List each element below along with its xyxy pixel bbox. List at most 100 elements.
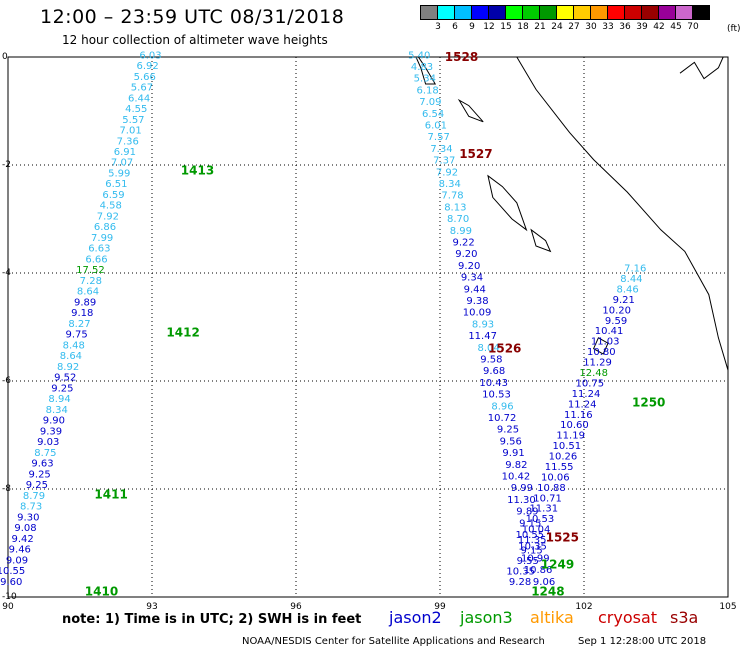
legend-label: 21 xyxy=(534,22,546,32)
wave-height-value: 10.51 xyxy=(552,441,581,452)
wave-height-value: 8.04 xyxy=(477,343,499,354)
pass-time-label: 1250 xyxy=(632,396,665,410)
wave-height-value: 7.28 xyxy=(80,276,102,287)
wave-height-value: 5.40 xyxy=(408,50,430,61)
wave-height-value: 6.86 xyxy=(94,222,116,233)
legend-label: 30 xyxy=(585,22,597,32)
note-text: note: 1) Time is in UTC; 2) SWH is in fe… xyxy=(62,612,362,627)
wave-height-value: 8.64 xyxy=(77,287,99,298)
wave-height-value: 6.66 xyxy=(85,254,107,265)
wave-height-value: 6.01 xyxy=(425,121,447,132)
wave-height-value: 9.22 xyxy=(453,238,475,249)
wave-height-value: 8.34 xyxy=(439,179,461,190)
wave-height-value: 9.75 xyxy=(65,330,87,341)
legend-label: 33 xyxy=(602,22,614,32)
y-tick-label: 0 xyxy=(2,52,8,62)
wave-height-value: 8.75 xyxy=(34,448,56,459)
wave-height-value: 7.57 xyxy=(428,132,450,143)
wave-height-value: 8.94 xyxy=(48,394,70,405)
legend-label: 27 xyxy=(568,22,580,32)
pass-time-label: 1413 xyxy=(181,163,214,177)
wave-height-value: 11.35 xyxy=(518,535,547,546)
wave-height-value: 8.13 xyxy=(444,202,466,213)
wave-height-value: 9.46 xyxy=(9,545,31,556)
pass-time-label: 1411 xyxy=(94,487,127,501)
wave-height-value: 10.53 xyxy=(482,390,511,401)
wave-height-value: 10.41 xyxy=(595,326,624,337)
footer-timestamp: Sep 1 12:28:00 UTC 2018 xyxy=(578,636,707,647)
wave-height-value: 11.29 xyxy=(583,358,612,369)
wave-height-value: 6.03 xyxy=(139,50,161,61)
pass-time-label: 1525 xyxy=(546,531,579,545)
wave-height-value: 9.89 xyxy=(74,297,96,308)
wave-height-value: 8.92 xyxy=(57,362,79,373)
wave-height-value: 10.55 xyxy=(515,530,544,541)
wave-height-value: 7.36 xyxy=(117,136,139,147)
wave-height-value: 7.09 xyxy=(419,97,441,108)
wave-height-value: 9.15 xyxy=(519,518,541,529)
enggano-island xyxy=(592,337,609,355)
wave-height-value: 10.09 xyxy=(463,308,492,319)
y-tick-label: -4 xyxy=(2,268,11,278)
wave-height-value: 10.80 xyxy=(587,347,616,358)
wave-height-value: 9.38 xyxy=(466,296,488,307)
wave-height-value: 9.20 xyxy=(455,249,477,260)
wave-height-value: 9.55 xyxy=(517,556,539,567)
wave-height-value: 6.18 xyxy=(416,85,438,96)
legend-label: 39 xyxy=(636,22,648,32)
x-tick-label: 90 xyxy=(2,602,14,612)
wave-height-value: 9.03 xyxy=(37,437,59,448)
wave-height-value: 6.91 xyxy=(114,147,136,158)
map-grid xyxy=(8,57,728,597)
wave-height-value: 9.58 xyxy=(480,355,502,366)
wave-height-value: 6.59 xyxy=(102,190,124,201)
wave-height-value: 9.34 xyxy=(461,273,483,284)
wave-height-value: 6.44 xyxy=(128,93,150,104)
y-tick-label: -10 xyxy=(2,592,17,602)
wave-height-value: 17.52 xyxy=(76,265,105,276)
wave-height-value: 8.99 xyxy=(450,226,472,237)
wave-height-value: 4.58 xyxy=(100,201,122,212)
legend-swatch xyxy=(692,5,710,20)
wave-height-value: 9.68 xyxy=(483,366,505,377)
siberut-island xyxy=(415,56,437,85)
wave-height-value: 8.79 xyxy=(23,491,45,502)
page-title: 12:00 – 23:59 UTC 08/31/2018 xyxy=(40,6,345,28)
wave-height-value: 10.75 xyxy=(576,378,605,389)
wave-height-value: 9.25 xyxy=(51,383,73,394)
wave-height-value: 5.34 xyxy=(414,74,436,85)
pass-time-label: 1248 xyxy=(531,585,564,599)
x-tick-label: 93 xyxy=(146,602,158,612)
pass-time-label: 1412 xyxy=(166,325,199,339)
wave-height-value: 11.16 xyxy=(564,410,593,421)
wave-height-value: 10.35 xyxy=(518,542,547,553)
wave-height-value: 10.53 xyxy=(526,514,555,525)
wave-height-value: 9.42 xyxy=(11,534,33,545)
wave-height-value: 8.64 xyxy=(60,351,82,362)
pass-time-label: 1410 xyxy=(85,585,118,599)
page-subtitle: 12 hour collection of altimeter wave hei… xyxy=(62,33,328,47)
wave-height-value: 10.26 xyxy=(549,452,578,463)
y-tick-label: -6 xyxy=(2,376,11,386)
wave-height-value: 9.30 xyxy=(17,512,39,523)
wave-height-value: 11.03 xyxy=(591,337,620,348)
legend-label: 12 xyxy=(483,22,495,32)
wave-height-value: 9.91 xyxy=(502,448,524,459)
wave-height-value: 10.35 xyxy=(506,566,535,577)
wave-height-value: 11.47 xyxy=(468,331,497,342)
legend-label: 3 xyxy=(435,22,441,32)
legend-label: 24 xyxy=(551,22,563,32)
island-small-1 xyxy=(457,98,484,123)
wave-height-value: 9.52 xyxy=(54,373,76,384)
wave-height-value: 8.70 xyxy=(447,214,469,225)
pass-time-label: 1528 xyxy=(445,50,478,64)
satellite-legend-altika: altika xyxy=(530,608,574,627)
wave-height-value: 7.34 xyxy=(430,144,452,155)
satellite-legend-jason3: jason3 xyxy=(460,608,513,627)
wave-height-value: 6.63 xyxy=(88,244,110,255)
wave-height-value: 9.25 xyxy=(497,425,519,436)
wave-height-value: 11.24 xyxy=(572,389,601,400)
wave-height-value: 8.93 xyxy=(472,319,494,330)
wave-height-value: 5.66 xyxy=(134,72,156,83)
satellite-legend-jason2: jason2 xyxy=(389,608,442,627)
